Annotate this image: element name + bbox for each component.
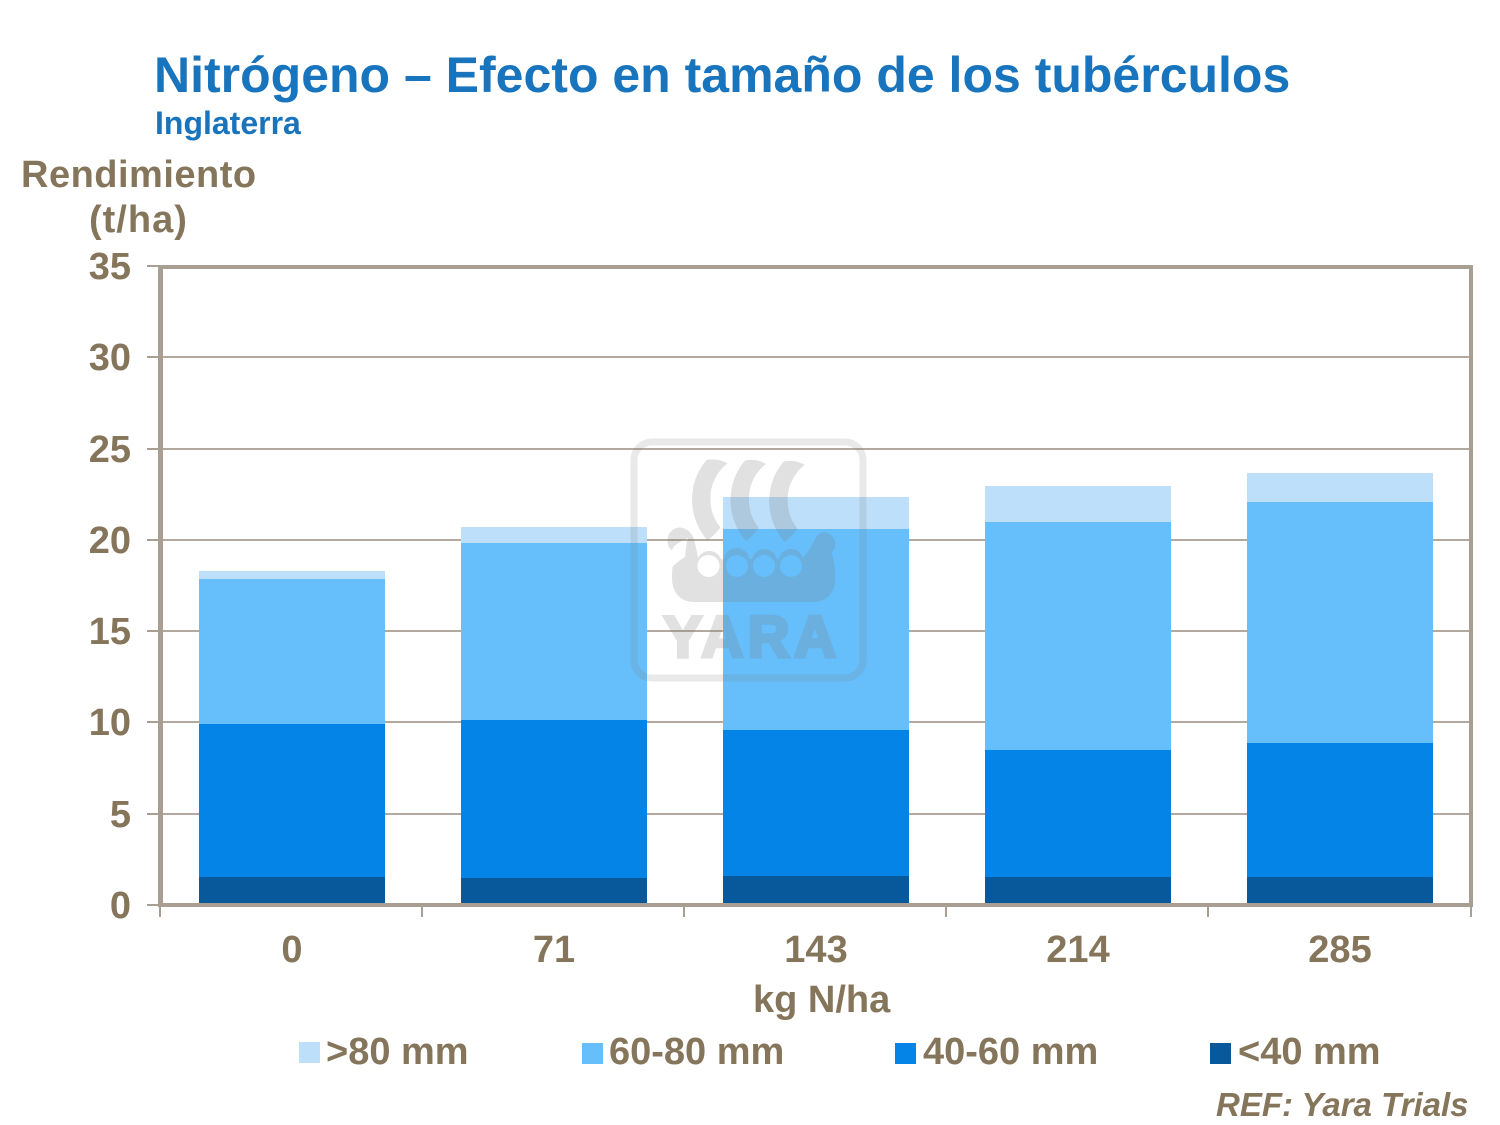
- svg-text:YARA: YARA: [664, 605, 841, 670]
